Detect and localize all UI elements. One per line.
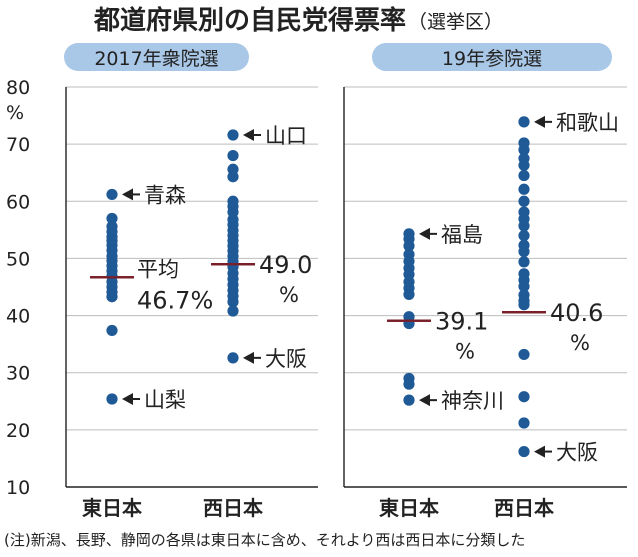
- chart-title-main: 都道府県別の自民党得票率: [93, 5, 406, 36]
- annotation-arrow: [534, 445, 545, 458]
- panel-title-pill: [372, 43, 612, 71]
- data-point: [518, 159, 530, 171]
- annotation-label: 和歌山: [556, 111, 619, 135]
- data-point: [518, 144, 530, 156]
- data-point: [403, 378, 415, 390]
- y-tick-label: 10: [6, 477, 30, 499]
- y-tick-label: 40: [6, 306, 30, 328]
- panel-title: 2017年衆院選: [94, 48, 218, 70]
- data-point: [227, 171, 239, 183]
- data-point: [106, 393, 118, 405]
- data-point: [106, 212, 118, 225]
- data-point: [227, 149, 239, 162]
- data-point: [106, 188, 118, 201]
- annotation-arrow: [419, 394, 430, 407]
- chart-title-suffix: （選挙区）: [408, 11, 503, 33]
- y-tick-label: 20: [6, 420, 30, 442]
- annotation-label: 山梨: [144, 388, 186, 412]
- data-point: [518, 229, 530, 242]
- average-label-value: 39.1: [435, 308, 488, 336]
- data-point: [106, 291, 118, 303]
- x-category-label: 西日本: [494, 496, 554, 520]
- x-category-label: 東日本: [82, 496, 142, 520]
- panel-title: 19年参院選: [442, 48, 542, 70]
- data-point: [518, 417, 530, 429]
- data-point: [518, 183, 530, 195]
- average-label-value: 46.7%: [137, 286, 213, 314]
- data-point: [227, 352, 239, 364]
- annotation-label: 大阪: [556, 441, 598, 465]
- panel-title-pill: [64, 43, 249, 71]
- data-point: [403, 288, 415, 301]
- data-point: [227, 129, 239, 141]
- footnote: (注)新潟、長野、静岡の各県は東日本に含め、それより西は西日本に分類した: [4, 531, 525, 549]
- data-point: [518, 116, 530, 128]
- data-point: [403, 394, 415, 406]
- data-point: [518, 256, 530, 268]
- data-point: [403, 240, 415, 252]
- annotation-label: 福島: [441, 223, 483, 247]
- data-point: [227, 296, 239, 308]
- y-tick-label: 70: [6, 134, 30, 156]
- annotation-arrow: [243, 129, 254, 141]
- annotation-arrow: [122, 393, 133, 405]
- annotation-label: 山口: [265, 124, 307, 148]
- data-point: [518, 195, 530, 207]
- data-point: [518, 220, 530, 232]
- x-category-label: 西日本: [203, 496, 263, 520]
- data-point: [518, 348, 530, 361]
- annotation-label: 神奈川: [441, 389, 504, 413]
- annotation-label: 青森: [144, 183, 186, 207]
- y-tick-label: 30: [6, 363, 30, 385]
- data-point: [518, 299, 530, 311]
- data-point: [518, 280, 530, 293]
- average-label-unit: %: [455, 340, 475, 364]
- y-tick-label: 80: [6, 77, 30, 99]
- average-label-value: 40.6: [550, 299, 603, 327]
- annotation-arrow: [534, 115, 545, 128]
- annotation-arrow: [122, 188, 133, 201]
- average-label-heading: 平均: [137, 257, 179, 281]
- average-label-unit: %: [570, 331, 590, 355]
- chart-title: 都道府県別の自民党得票率 （選挙区）: [93, 5, 503, 36]
- annotation-label: 大阪: [265, 347, 307, 371]
- y-axis-unit: %: [6, 102, 24, 124]
- data-point: [227, 305, 239, 317]
- x-category-label: 東日本: [379, 496, 439, 520]
- annotation-arrow: [419, 227, 430, 240]
- y-tick-label: 60: [6, 191, 30, 213]
- annotation-arrow: [243, 351, 254, 364]
- y-tick-label: 50: [6, 248, 30, 270]
- data-point: [518, 391, 530, 403]
- data-point: [106, 324, 118, 337]
- average-label-value: 49.0: [259, 251, 312, 279]
- average-label-unit: %: [279, 283, 299, 307]
- data-point: [518, 169, 530, 182]
- data-point: [518, 245, 530, 258]
- data-point: [518, 445, 530, 458]
